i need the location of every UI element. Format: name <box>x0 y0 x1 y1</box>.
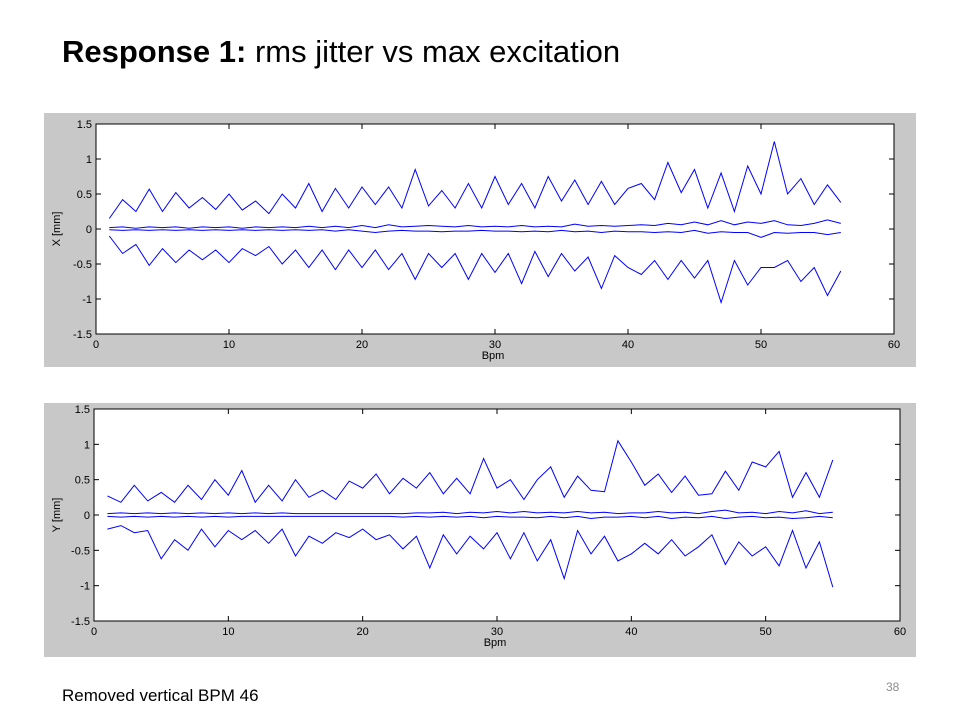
x-tick-label: 10 <box>223 339 235 351</box>
x-tick-label: 50 <box>760 626 772 638</box>
x-tick-label: 60 <box>894 626 906 638</box>
series-line-1 <box>108 141 842 219</box>
y-tick-label: -0.5 <box>71 545 90 557</box>
x-tick-label: 30 <box>491 626 503 638</box>
x-tick-label: 0 <box>91 626 97 638</box>
y-axis-label: Y [mm] <box>51 498 63 533</box>
chart-x: 0 10 20 30 40 50 60 1.5 1 0.5 0 -0.5 -1 -1.5 Bpm X [mm] <box>51 119 900 362</box>
y-tick-label: -1 <box>80 581 90 593</box>
y-tick-label: 1.5 <box>75 404 90 416</box>
x-tick-label: 20 <box>357 626 369 638</box>
plot-area <box>93 408 901 622</box>
x-tick-label: 30 <box>489 339 501 351</box>
series-line-2 <box>108 235 842 305</box>
series-line-4 <box>109 229 841 238</box>
slide-note: Removed vertical BPM 46 <box>62 686 259 705</box>
plot-area <box>95 123 895 335</box>
y-tick-label: 0 <box>86 224 92 236</box>
chart-panel-y: 0 10 20 30 40 50 60 1.5 1 0.5 0 -0.5 -1 -1.5 Bpm Y [mm] <box>44 403 916 657</box>
x-tick-label: 40 <box>622 339 634 351</box>
x-tick-label: 60 <box>888 339 900 351</box>
y-tick-label: -0.5 <box>73 259 92 271</box>
x-axis-label: Bpm <box>484 637 507 649</box>
chart-panel-x: 0 10 20 30 40 50 60 1.5 1 0.5 0 -0.5 -1 -1.5 Bpm X [mm] <box>44 113 916 367</box>
y-tick-label: 0 <box>84 510 90 522</box>
y-axis-label: X [mm] <box>51 212 63 247</box>
x-tick-label: 20 <box>356 339 368 351</box>
x-tick-label: 0 <box>93 339 99 351</box>
slide-title: Response 1: rms jitter vs max excitation <box>62 34 620 70</box>
series-line-3 <box>107 509 833 515</box>
y-tick-label: 0.5 <box>77 189 92 201</box>
x-tick-label: 40 <box>625 626 637 638</box>
page-number: 38 <box>886 680 900 694</box>
slide-title-bold: Response 1: <box>62 34 247 69</box>
series-line-1 <box>107 439 834 504</box>
y-tick-label: -1.5 <box>73 329 92 341</box>
series-line-3 <box>109 219 841 229</box>
y-tick-label: 1.5 <box>77 119 92 131</box>
y-tick-label: 1 <box>86 154 92 166</box>
x-tick-label: 10 <box>222 626 234 638</box>
series-line-2 <box>107 525 834 588</box>
x-tick-label: 50 <box>755 339 767 351</box>
y-tick-label: -1.5 <box>71 616 90 628</box>
y-tick-label: 1 <box>84 439 90 451</box>
y-tick-label: -1 <box>82 294 92 306</box>
chart-y: 0 10 20 30 40 50 60 1.5 1 0.5 0 -0.5 -1 -1.5 Bpm Y [mm] <box>51 404 906 649</box>
y-tick-label: 0.5 <box>75 475 90 487</box>
x-axis-label: Bpm <box>482 350 505 362</box>
series-line-4 <box>107 515 833 520</box>
slide-title-rest: rms jitter vs max excitation <box>246 34 621 69</box>
